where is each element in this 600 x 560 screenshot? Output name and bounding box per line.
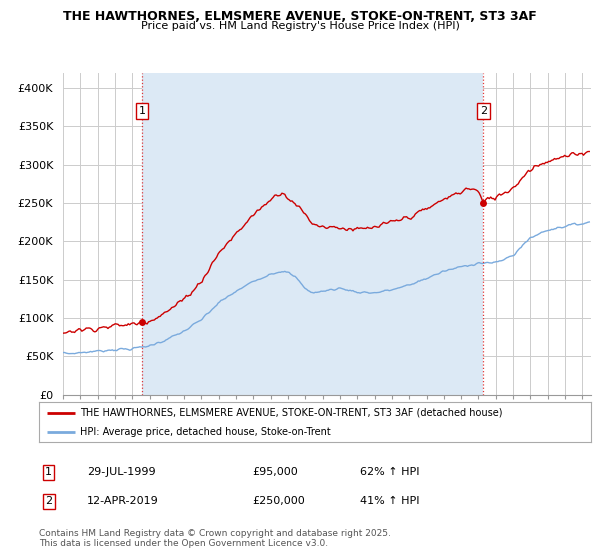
Text: 29-JUL-1999: 29-JUL-1999 xyxy=(87,467,155,477)
Text: 12-APR-2019: 12-APR-2019 xyxy=(87,496,159,506)
Text: £95,000: £95,000 xyxy=(252,467,298,477)
Text: 1: 1 xyxy=(139,106,146,116)
Text: 41% ↑ HPI: 41% ↑ HPI xyxy=(360,496,419,506)
Text: 1: 1 xyxy=(45,467,52,477)
Bar xyxy=(142,73,484,395)
Text: THE HAWTHORNES, ELMSMERE AVENUE, STOKE-ON-TRENT, ST3 3AF: THE HAWTHORNES, ELMSMERE AVENUE, STOKE-O… xyxy=(63,10,537,22)
Text: Price paid vs. HM Land Registry's House Price Index (HPI): Price paid vs. HM Land Registry's House … xyxy=(140,21,460,31)
Text: THE HAWTHORNES, ELMSMERE AVENUE, STOKE-ON-TRENT, ST3 3AF (detached house): THE HAWTHORNES, ELMSMERE AVENUE, STOKE-O… xyxy=(80,408,503,418)
Text: 2: 2 xyxy=(45,496,52,506)
Text: HPI: Average price, detached house, Stoke-on-Trent: HPI: Average price, detached house, Stok… xyxy=(80,427,331,436)
Text: £250,000: £250,000 xyxy=(252,496,305,506)
Text: 2: 2 xyxy=(480,106,487,116)
Text: 62% ↑ HPI: 62% ↑ HPI xyxy=(360,467,419,477)
Text: Contains HM Land Registry data © Crown copyright and database right 2025.
This d: Contains HM Land Registry data © Crown c… xyxy=(39,529,391,548)
